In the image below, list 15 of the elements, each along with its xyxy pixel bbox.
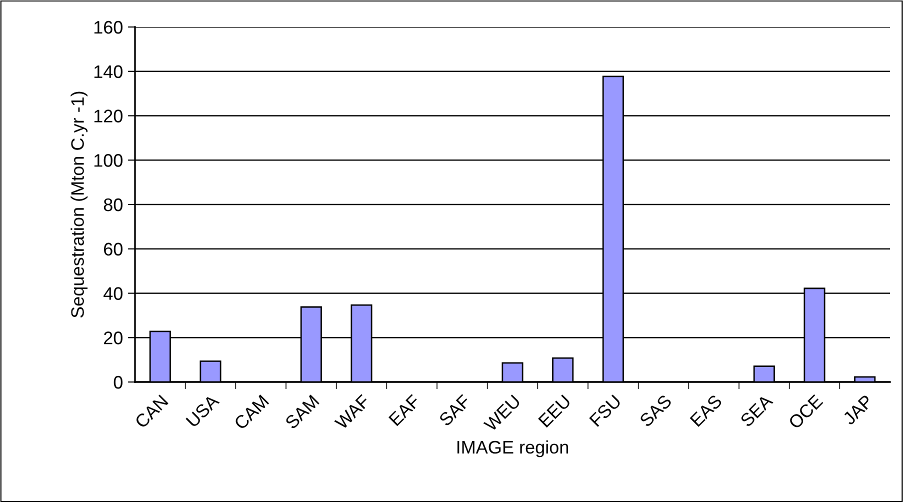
y-tick-label: 20 [104, 332, 122, 344]
x-axis-title: IMAGE region [457, 440, 568, 458]
y-tick-label: 120 [94, 110, 122, 122]
y-tick-label: 140 [94, 65, 122, 78]
x-tick-label: JAP [842, 394, 874, 426]
y-tick-label: 60 [104, 242, 122, 256]
y-tick-label: 0 [114, 376, 122, 389]
x-tick-label: USA [186, 393, 220, 428]
y-axis-title: Sequestration (Mton C.yr -1) [70, 92, 88, 318]
y-tick-label: 100 [94, 154, 122, 167]
y-tick-label: 160 [94, 20, 122, 34]
x-tick-label: SAS [638, 394, 672, 428]
y-tick-label: 80 [104, 198, 122, 212]
x-tick-label: SEA [740, 393, 774, 428]
y-tick-label: 40 [104, 287, 122, 300]
